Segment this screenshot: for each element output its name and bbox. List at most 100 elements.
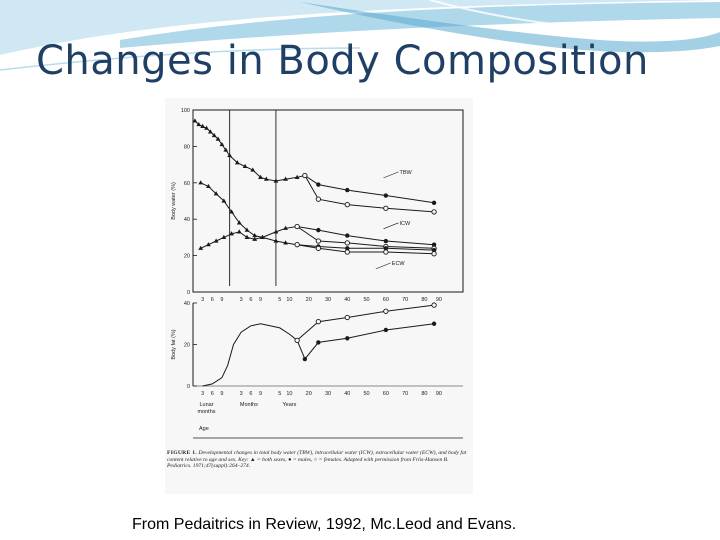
data-point-filled [316,182,321,187]
data-point-open [431,302,437,308]
x-tick-label: 9 [259,297,262,303]
x-tick-label: 3 [201,297,204,303]
series-label-icw: ICW [400,221,412,227]
plot-frame [192,109,464,293]
x-tick-label: 10 [286,391,292,397]
data-point-filled [345,246,350,251]
data-point-triangle [252,232,258,238]
x-tick-label: 20 [306,391,312,397]
y-tick-label: 20 [184,254,190,260]
data-point-triangle [192,118,198,123]
y-tick-label: 40 [184,217,190,223]
data-point-open [344,314,350,321]
data-point-filled [316,340,321,345]
data-point-triangle [200,123,206,128]
data-point-triangle [207,129,213,134]
data-point-triangle [206,242,211,247]
y-tick-label: 80 [184,144,190,150]
series-line-body-fat-male [296,323,435,360]
data-point-triangle [258,174,263,179]
data-point-filled [383,238,389,244]
data-point-filled [431,247,437,253]
data-point-open [344,240,350,246]
x-tick-label: 80 [421,391,427,397]
data-point-open [315,245,322,251]
data-point-open [383,308,389,314]
caption-label: FIGURE 1. [167,450,198,456]
data-point-open [344,249,350,255]
series-line-icw-both [200,226,298,249]
data-point-triangle [229,209,234,214]
data-point-filled [383,246,389,251]
data-point-filled [383,327,389,333]
data-point-triangle [198,180,204,185]
x-tick-label: 9 [259,391,262,397]
data-point-open [302,172,308,179]
x-tick-label: 70 [402,391,408,397]
x-tick-label: 3 [240,297,243,303]
data-point-open [344,201,350,208]
x-tick-label: 20 [306,297,312,303]
data-point-triangle [204,125,209,130]
series-label-ecw: ECW [392,261,406,267]
x-tick-label: 3 [201,391,204,397]
x-tick-label: 40 [344,297,350,303]
x-tick-label: 10 [286,297,292,303]
data-point-filled [383,193,389,198]
data-point-triangle [223,147,229,152]
data-point-triangle [283,176,288,181]
y-tick-label: 100 [181,108,190,114]
data-point-open [431,209,437,215]
series-label-leader [375,262,391,270]
series-line-ecw-both [200,182,298,246]
data-point-triangle [213,238,219,243]
x-tick-label: 9 [220,391,223,397]
data-point-triangle [273,238,279,243]
chart-figure: 0 20 40 60 80 100 Body water (%) 3 6 9 3 6 9 5 10 20 30 4… [165,98,473,494]
series-label-leader [383,222,399,230]
x-tick-label: 60 [383,297,389,303]
y-tick-label: 20 [184,343,190,349]
data-point-triangle [213,191,219,196]
data-point-triangle [227,152,233,158]
data-point-triangle [283,225,288,230]
data-point-triangle [244,234,250,239]
x-group-label: months [197,409,215,415]
body-fat-panel [192,302,463,439]
data-point-open [315,196,322,202]
data-point-triangle [242,163,248,169]
data-point-filled [316,227,321,233]
data-point-filled [345,233,350,238]
x-tick-label: 5 [278,297,281,303]
series-line-tbw-male [304,175,435,204]
data-point-triangle [198,245,204,250]
data-point-triangle [250,167,256,172]
data-point-triangle [221,234,227,239]
data-point-filled [431,200,437,206]
y-tick-label: 40 [184,301,190,307]
slide-title: Changes in Body Composition [36,38,649,84]
data-point-open [383,205,389,211]
x-group-label: Months [240,402,258,408]
y-tick-label: 0 [187,384,190,390]
data-point-open [383,249,389,255]
x-tick-label: 30 [325,391,331,397]
x-tick-label: 50 [364,391,370,397]
y-axis-label: Body water (%) [171,182,177,220]
data-point-triangle [252,236,258,241]
data-point-filled [431,242,437,247]
data-point-filled [302,356,308,362]
data-point-triangle [263,176,269,181]
header-wave-decoration [0,0,720,71]
data-point-triangle [219,141,225,147]
data-point-filled [345,187,350,193]
x-axis-label: Age [199,426,209,432]
x-tick-label: 30 [325,297,331,303]
source-citation: From Pedaitrics in Review, 1992, Mc.Leod… [132,516,517,533]
y-axis-label: Body fat (%) [171,329,177,359]
x-tick-label: 5 [278,391,281,397]
data-point-open [294,337,300,344]
data-point-filled [431,321,437,326]
series-label-tbw: TBW [400,170,413,176]
